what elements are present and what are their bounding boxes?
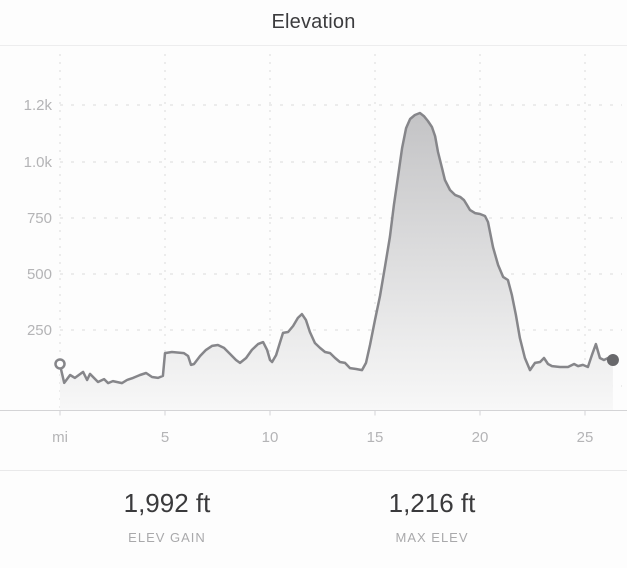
stat-elev-gain: 1,992 ft ELEV GAIN xyxy=(37,488,297,545)
elev-gain-label: ELEV GAIN xyxy=(128,530,206,545)
y-tick-label-750: 750 xyxy=(27,210,52,227)
y-tick-label-1.0k: 1.0k xyxy=(24,154,53,171)
y-tick-label-250: 250 xyxy=(27,322,52,339)
y-tick-label-1.2k: 1.2k xyxy=(24,97,53,114)
chart-header: Elevation xyxy=(0,0,627,46)
elevation-line xyxy=(58,111,615,385)
x-tick-label-25: 25 xyxy=(577,429,594,446)
stats-row: 1,992 ft ELEV GAIN 1,216 ft MAX ELEV xyxy=(0,470,627,568)
elev-gain-value: 1,992 ft xyxy=(123,488,211,518)
stat-max-elev: 1,216 ft MAX ELEV xyxy=(302,488,562,545)
x-tick-label-10: 10 xyxy=(262,429,279,446)
start-marker xyxy=(54,358,66,370)
elevation-area-fill xyxy=(60,113,613,410)
elevation-chart: 250 500 750 1.0k 1.2k mi 5 10 15 20 25 xyxy=(0,54,627,446)
end-marker xyxy=(606,354,619,367)
x-tick-label-20: 20 xyxy=(472,429,489,446)
max-elev-value: 1,216 ft xyxy=(388,488,476,518)
x-tick-label-mi: mi xyxy=(52,429,68,446)
x-tick-label-15: 15 xyxy=(367,429,384,446)
page-title: Elevation xyxy=(271,11,356,33)
x-tick-label-5: 5 xyxy=(161,429,169,446)
max-elev-label: MAX ELEV xyxy=(395,530,469,545)
y-tick-label-500: 500 xyxy=(27,266,52,283)
